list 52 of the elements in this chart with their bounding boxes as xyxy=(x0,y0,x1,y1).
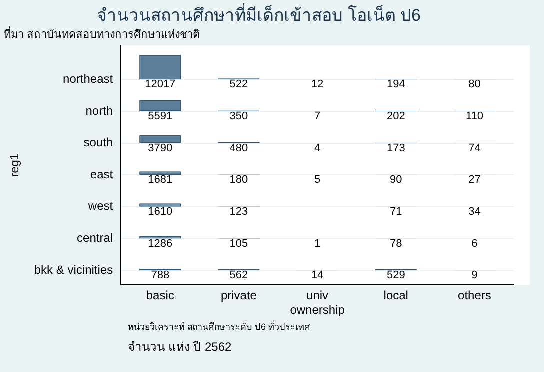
data-label: 788 xyxy=(151,270,170,282)
data-label: 80 xyxy=(468,78,481,91)
data-label: 562 xyxy=(230,270,248,282)
data-label: 3790 xyxy=(148,142,173,154)
data-label: 173 xyxy=(386,142,406,154)
data-label: 7 xyxy=(314,110,321,122)
x-tick-label: private xyxy=(220,288,258,303)
data-label: 110 xyxy=(466,110,484,122)
x-tick-label: local xyxy=(384,288,408,303)
data-label: 105 xyxy=(230,238,248,250)
data-label: 202 xyxy=(386,110,406,122)
y-tick-label: central xyxy=(77,231,114,246)
data-label: 194 xyxy=(386,78,406,91)
data-label: 5 xyxy=(314,174,321,186)
y-tick-label: south xyxy=(84,136,114,150)
data-label: 12 xyxy=(311,78,324,91)
chart-subtitle: ที่มา สถาบันทดสอบทางการศึกษาแห่งชาติ xyxy=(4,26,200,42)
x-tick-label: univ xyxy=(306,288,329,303)
data-label: 350 xyxy=(230,110,248,122)
text: หน่วยวิเคราะห์ สถานศึกษาระดับ ป6 ทั่วประเทศ xyxy=(128,320,311,334)
data-label: 9 xyxy=(472,270,478,282)
data-label: 4 xyxy=(314,142,321,154)
data-label: 1610 xyxy=(148,206,173,218)
x-tick-label: basic xyxy=(146,288,174,303)
data-label: 78 xyxy=(390,238,402,250)
y-tick-label: bkk & vicinities xyxy=(34,262,114,277)
data-label: 5591 xyxy=(148,110,173,122)
data-label: 123 xyxy=(230,206,248,218)
y-axis-title: reg1 xyxy=(8,153,22,178)
y-tick-label: northeast xyxy=(63,72,114,86)
data-label: 74 xyxy=(468,142,481,154)
data-label: 1681 xyxy=(148,174,173,186)
y-tick-label: north xyxy=(86,104,114,118)
data-label: 180 xyxy=(230,174,248,186)
data-label: 6 xyxy=(472,238,478,250)
text: จำนวน แห่ง ปี 2562 xyxy=(128,339,232,356)
data-label: 480 xyxy=(230,142,248,154)
data-label: 522 xyxy=(230,78,248,91)
data-label: 1286 xyxy=(148,238,173,250)
data-label: 34 xyxy=(468,206,481,218)
y-tick-label: west xyxy=(87,199,114,214)
x-axis-title: ownership xyxy=(290,303,346,318)
data-label: 12017 xyxy=(145,78,176,91)
data-label: 14 xyxy=(311,270,324,282)
chart-title: จำนวนสถานศึกษาที่มีเด็กเข้าสอบ โอเน็ต ป6 xyxy=(97,2,421,25)
data-label: 27 xyxy=(468,174,481,186)
y-tick-label: east xyxy=(90,167,114,182)
x-tick-label: others xyxy=(458,288,492,303)
data-label: 90 xyxy=(390,174,402,186)
data-label: 1 xyxy=(314,238,321,250)
data-label: 529 xyxy=(386,270,406,282)
data-label: 71 xyxy=(390,206,402,218)
